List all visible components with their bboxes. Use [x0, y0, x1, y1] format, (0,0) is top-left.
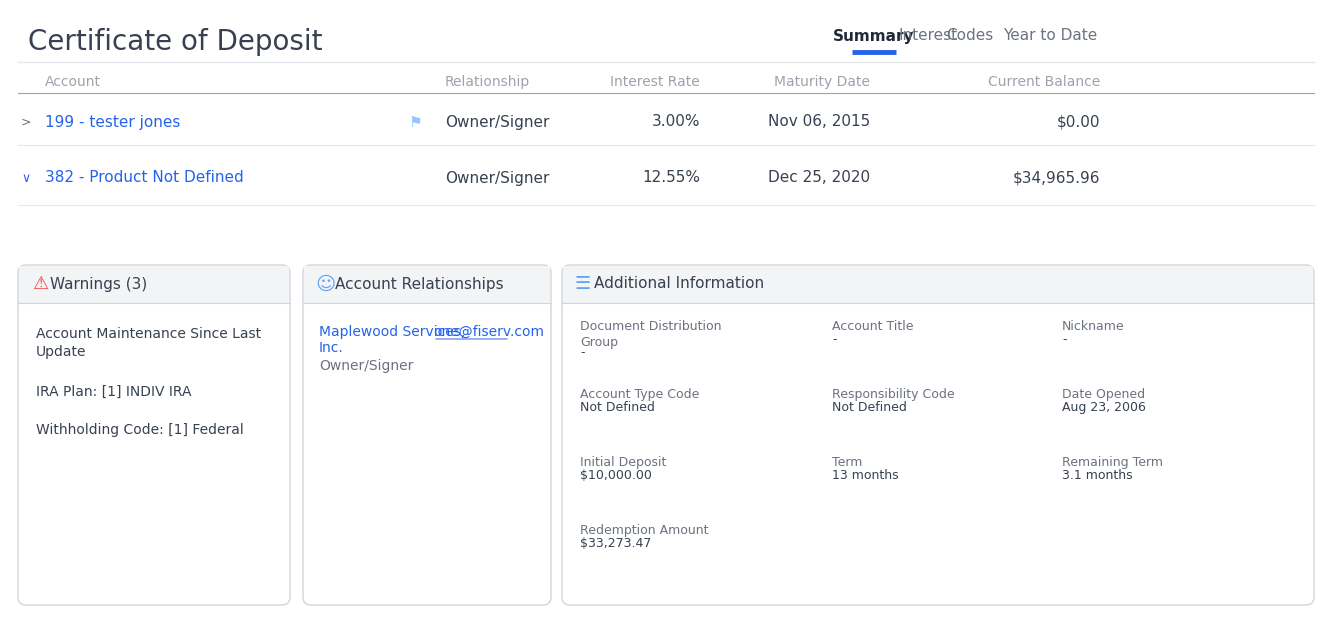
Text: >: > — [21, 116, 31, 129]
Text: Nov 06, 2015: Nov 06, 2015 — [767, 114, 870, 129]
Text: Not Defined: Not Defined — [579, 401, 655, 414]
Text: Codes: Codes — [946, 29, 994, 44]
Text: 3.00%: 3.00% — [651, 114, 701, 129]
Text: -: - — [579, 346, 585, 359]
Text: ☺: ☺ — [314, 274, 336, 294]
Text: Account Type Code: Account Type Code — [579, 388, 699, 401]
FancyBboxPatch shape — [19, 265, 290, 605]
Bar — [304, 266, 550, 304]
Text: $33,273.47: $33,273.47 — [579, 537, 651, 550]
Text: 3.1 months: 3.1 months — [1062, 469, 1132, 482]
Text: IRA Plan: [1] INDIV IRA: IRA Plan: [1] INDIV IRA — [36, 385, 192, 399]
Text: ☰: ☰ — [574, 275, 590, 293]
FancyBboxPatch shape — [562, 265, 1313, 605]
Text: Dec 25, 2020: Dec 25, 2020 — [767, 171, 870, 186]
Text: Initial Deposit: Initial Deposit — [579, 456, 666, 469]
Text: Interest Rate: Interest Rate — [610, 75, 701, 89]
FancyBboxPatch shape — [302, 265, 551, 605]
Text: Current Balance: Current Balance — [988, 75, 1100, 89]
Text: Interest: Interest — [899, 29, 958, 44]
Text: Remaining Term: Remaining Term — [1062, 456, 1163, 469]
Text: Inc.: Inc. — [318, 341, 344, 355]
Text: ⚑: ⚑ — [408, 114, 422, 129]
Text: -: - — [832, 333, 836, 346]
Text: Account: Account — [45, 75, 101, 89]
Text: ⚠: ⚠ — [32, 275, 48, 293]
Text: 199 - tester jones: 199 - tester jones — [45, 114, 180, 129]
Text: Term: Term — [832, 456, 862, 469]
Text: Summary: Summary — [834, 29, 915, 44]
Text: Account Relationships: Account Relationships — [336, 276, 503, 291]
Text: Account Maintenance Since Last
Update: Account Maintenance Since Last Update — [36, 327, 261, 359]
Text: ∨: ∨ — [21, 171, 31, 184]
Text: Withholding Code: [1] Federal: Withholding Code: [1] Federal — [36, 423, 244, 437]
Text: Year to Date: Year to Date — [1003, 29, 1098, 44]
Text: Not Defined: Not Defined — [832, 401, 907, 414]
Text: $10,000.00: $10,000.00 — [579, 469, 651, 482]
Text: Responsibility Code: Responsibility Code — [832, 388, 955, 401]
Text: Additional Information: Additional Information — [594, 276, 765, 291]
Text: 13 months: 13 months — [832, 469, 899, 482]
Text: Account Title: Account Title — [832, 320, 914, 333]
Text: Date Opened: Date Opened — [1062, 388, 1146, 401]
Text: Maplewood Services,: Maplewood Services, — [318, 325, 465, 339]
Text: $34,965.96: $34,965.96 — [1012, 171, 1100, 186]
Text: Relationship: Relationship — [445, 75, 530, 89]
Text: Warnings (3): Warnings (3) — [51, 276, 148, 291]
Text: Redemption Amount: Redemption Amount — [579, 524, 709, 537]
Text: -: - — [1062, 333, 1067, 346]
Text: Aug 23, 2006: Aug 23, 2006 — [1062, 401, 1146, 414]
Text: Certificate of Deposit: Certificate of Deposit — [28, 28, 322, 56]
Text: Maturity Date: Maturity Date — [774, 75, 870, 89]
Text: Owner/Signer: Owner/Signer — [445, 114, 549, 129]
Bar — [19, 266, 289, 304]
Text: 382 - Product Not Defined: 382 - Product Not Defined — [45, 171, 244, 186]
Text: Owner/Signer: Owner/Signer — [445, 171, 549, 186]
Bar — [563, 266, 1313, 304]
Text: Document Distribution
Group: Document Distribution Group — [579, 320, 722, 349]
Text: $0.00: $0.00 — [1056, 114, 1100, 129]
Text: Owner/Signer: Owner/Signer — [318, 359, 413, 373]
Text: one@fiserv.com: one@fiserv.com — [433, 325, 543, 339]
Text: 12.55%: 12.55% — [642, 171, 701, 186]
Text: Nickname: Nickname — [1062, 320, 1124, 333]
